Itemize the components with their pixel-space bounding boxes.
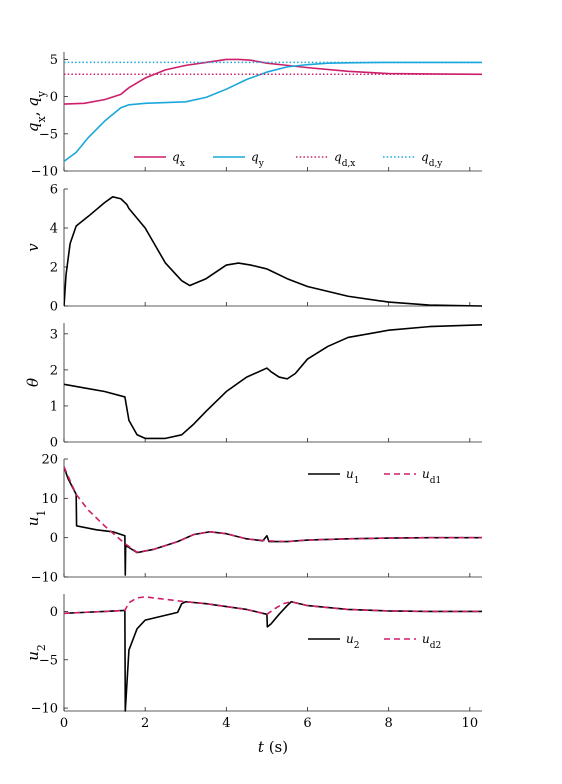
series-line-theta-0 xyxy=(64,324,482,440)
y-tick-label: 2 xyxy=(50,363,58,378)
x-axis-label: t (s) xyxy=(258,738,288,756)
legend-u2: u2 ud2 xyxy=(308,632,441,651)
y-tick-label: 0 xyxy=(50,605,58,620)
series-line-v-0 xyxy=(64,196,482,307)
panel-v: 0 2 4 6 v xyxy=(24,183,482,315)
y-tick-label: −10 xyxy=(31,165,58,180)
series-line-u2-0 xyxy=(64,600,482,712)
x-tick-label: 2 xyxy=(141,716,149,731)
y-axis-label: v xyxy=(24,243,42,252)
legend-u1: u1 ud1 xyxy=(308,467,441,486)
y-axis-label: θ xyxy=(24,378,42,387)
legend-label: qd,x xyxy=(334,150,355,169)
series-line-u1-1 xyxy=(64,466,482,554)
y-tick-label: 6 xyxy=(50,183,58,198)
series-line-q-1 xyxy=(64,61,482,162)
legend-label: qd,y xyxy=(421,150,443,169)
x-tick-label: 6 xyxy=(303,716,311,731)
series-line-u2-1 xyxy=(64,596,482,616)
legend-label: qx xyxy=(172,150,185,169)
series-line-u1-0 xyxy=(64,466,482,576)
y-tick-label: 4 xyxy=(50,222,58,237)
y-axis-label: qx, qy xyxy=(24,90,48,132)
legend-label: ud1 xyxy=(422,467,441,486)
y-tick-label: 0 xyxy=(50,436,58,451)
x-tick-label: 10 xyxy=(462,716,479,731)
y-tick-label: 1 xyxy=(50,399,58,414)
y-axis-label: u2 xyxy=(24,644,48,661)
legend-label: ud2 xyxy=(422,632,441,651)
panel-u2: −10 −5 0 0 2 4 6 8 10 u2 u2 ud2 xyxy=(24,594,482,731)
y-tick-label: −5 xyxy=(39,127,58,142)
x-tick-label: 8 xyxy=(385,716,393,731)
legend-label: qy xyxy=(251,150,265,169)
y-tick-label: 0 xyxy=(50,90,58,105)
y-tick-label: 2 xyxy=(50,261,58,276)
legend-label: u1 xyxy=(346,467,359,486)
series-line-q-0 xyxy=(64,58,482,105)
y-tick-label: −10 xyxy=(31,571,58,586)
y-tick-label: 10 xyxy=(41,492,58,507)
y-tick-label: −10 xyxy=(31,702,58,717)
y-axis-label: u1 xyxy=(24,510,48,527)
panel-q: −10 −5 0 5 qx, qy qx qy qd,x qd,y xyxy=(24,52,482,180)
y-tick-label: 0 xyxy=(50,531,58,546)
y-tick-label: 0 xyxy=(50,300,58,315)
legend-q: qx qy qd,x qd,y xyxy=(134,150,443,169)
y-tick-label: 3 xyxy=(50,327,58,342)
legend-label: u2 xyxy=(346,632,359,651)
panel-u1: −10 0 10 20 u1 u1 ud1 xyxy=(24,453,482,586)
x-tick-label: 4 xyxy=(222,716,230,731)
panel-theta: 0 1 2 3 θ xyxy=(24,323,482,451)
y-tick-label: 5 xyxy=(50,53,58,68)
y-tick-label: −5 xyxy=(39,653,58,668)
x-tick-label: 0 xyxy=(60,716,68,731)
y-tick-label: 20 xyxy=(41,453,58,468)
